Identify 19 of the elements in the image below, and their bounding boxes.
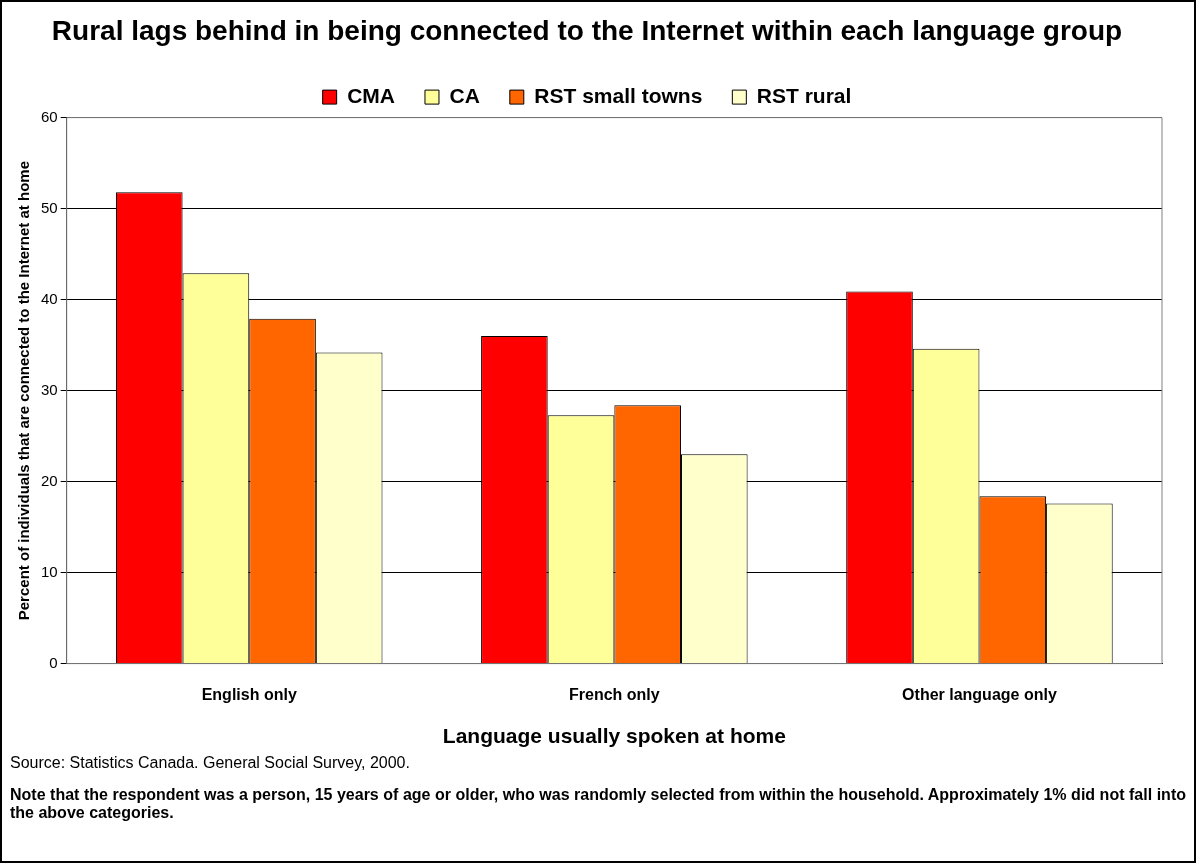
source-note: Source: Statistics Canada. General Social Survey, 2000. — [10, 754, 411, 772]
chart-title: Rural lags behind in being connected to the Internet within each language group — [51, 14, 1123, 46]
text: Note that the respondent was a person, 15 years of age or older, who was randomly selected from within the household. Approximately 1% did not fall into the above categories. — [10, 786, 1186, 822]
legend-label: CA — [449, 83, 480, 107]
y-tick-label: 0 — [49, 653, 58, 671]
x-tick-label: Other language only — [902, 685, 1057, 703]
legend-label: RST small towns — [534, 83, 703, 107]
x-tick-label: English only — [201, 685, 297, 703]
y-tick-label: 60 — [41, 107, 58, 125]
y-tick-label: 50 — [41, 198, 58, 216]
y-tick-label: 30 — [41, 380, 58, 398]
y-axis-title: Percent of individuals that are connected to the Internet at home — [15, 160, 33, 621]
y-tick-label: 20 — [41, 471, 58, 489]
y-tick-label: 10 — [41, 562, 58, 580]
legend-label: CMA — [347, 83, 395, 107]
legend-label: RST rural — [756, 83, 852, 107]
x-tick-label: French only — [569, 685, 660, 703]
y-tick-label: 40 — [41, 289, 58, 307]
x-axis-title: Language usually spoken at home — [442, 724, 786, 748]
